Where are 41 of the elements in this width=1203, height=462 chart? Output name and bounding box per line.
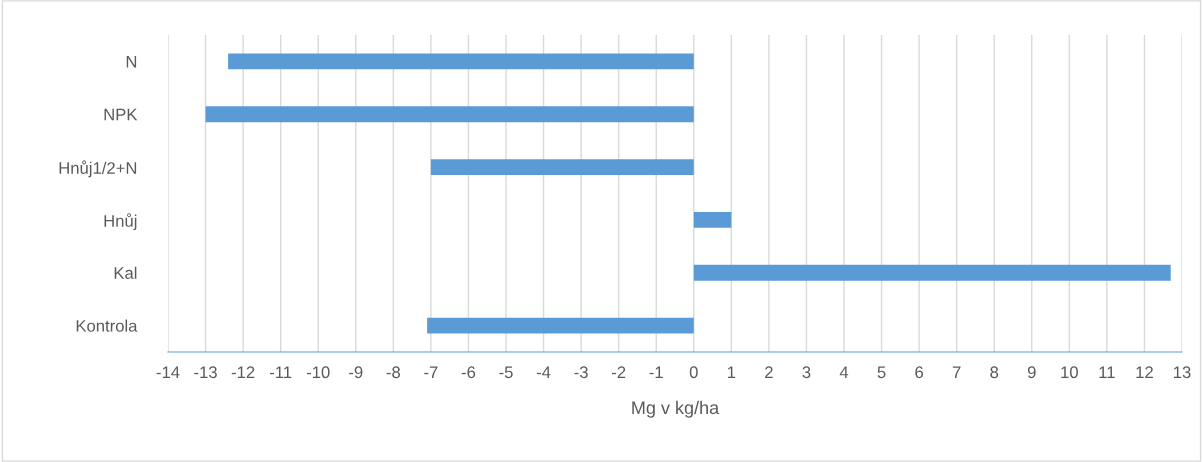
x-tick-label: 9 [1027,366,1036,379]
bar [205,106,694,123]
y-tick-label: N [126,55,137,68]
bar [693,211,732,228]
x-tick-label: 5 [877,366,886,379]
x-tick-label: -2 [612,366,626,378]
x-tick-label: -10 [306,366,330,379]
x-tick-label: -6 [461,366,476,379]
x-tick-label: -9 [349,366,363,379]
x-tick-label: -12 [231,366,255,378]
x-tick-label: -5 [499,366,513,379]
bar [228,53,694,70]
x-tick-label: -14 [156,366,180,378]
x-tick-label: 1 [727,366,736,378]
x-tick-label: 2 [765,366,773,378]
y-tick-label: Hnůj [104,213,137,231]
x-tick-label: 4 [839,366,849,378]
y-tick-label: Hnůj1/2+N [59,160,137,178]
x-tick-label: 6 [915,366,924,379]
y-tick-label: Kal [114,266,137,279]
x-tick-label: 0 [689,366,698,379]
x-tick-label: 13 [1174,366,1191,379]
x-tick-label: 3 [802,366,811,379]
y-tick-label: Kontrola [76,319,138,332]
x-tick-label: 10 [1061,366,1078,379]
bar [693,264,1171,281]
bar [427,317,694,334]
x-tick-label: 7 [952,366,961,378]
y-tick-label: NPK [104,108,138,121]
x-tick-label: -13 [194,366,217,379]
x-tick-label: -1 [649,366,663,378]
x-tick-label: -8 [386,366,401,379]
x-tick-label: -3 [574,366,588,379]
x-tick-label: -7 [424,366,438,378]
x-tick-label: 12 [1136,366,1153,378]
x-tick-label: 8 [990,366,999,379]
x-tick-label: -4 [536,366,551,378]
x-tick-label: 11 [1099,366,1115,378]
x-tick-label: -11 [269,366,292,378]
x-axis-title: Mg v kg/ha [632,400,720,418]
bar [430,159,694,176]
